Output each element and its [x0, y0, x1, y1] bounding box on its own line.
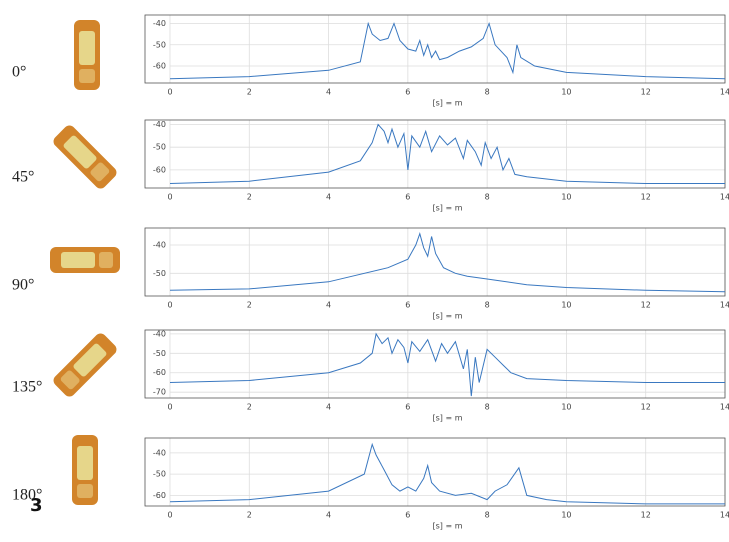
angle-label: 135°	[12, 379, 42, 396]
x-tick-label: 14	[720, 511, 729, 520]
x-tick-label: 4	[326, 193, 331, 202]
car-icons	[50, 20, 120, 505]
x-axis-label: [s] = m	[433, 312, 463, 321]
x-tick-label: 10	[561, 403, 571, 412]
x-tick-label: 2	[247, 301, 252, 310]
x-tick-label: 0	[167, 88, 172, 97]
x-tick-label: 10	[561, 88, 571, 97]
x-tick-label: 6	[405, 511, 410, 520]
x-tick-label: 12	[641, 88, 651, 97]
y-tick-label: -50	[153, 470, 166, 479]
x-tick-label: 0	[167, 403, 172, 412]
x-tick-label: 14	[720, 301, 729, 310]
data-line	[170, 334, 725, 396]
x-tick-label: 4	[326, 511, 331, 520]
y-tick-label: -40	[153, 329, 166, 338]
plot-frame	[145, 228, 725, 296]
x-tick-label: 2	[247, 511, 252, 520]
angle-label: 180°	[12, 487, 42, 504]
car-icon	[72, 435, 98, 505]
x-tick-label: 12	[641, 301, 651, 310]
car-icon	[51, 331, 119, 399]
y-tick-label: -40	[153, 448, 166, 457]
x-tick-label: 14	[720, 403, 729, 412]
data-line	[170, 24, 725, 79]
x-tick-label: 10	[561, 511, 571, 520]
x-tick-label: 6	[405, 88, 410, 97]
plot-frame	[145, 120, 725, 188]
plot-frame	[145, 330, 725, 398]
y-tick-label: -60	[153, 491, 166, 500]
x-tick-label: 8	[485, 193, 490, 202]
x-tick-label: 0	[167, 193, 172, 202]
y-tick-label: -40	[153, 241, 166, 250]
x-tick-label: 4	[326, 403, 331, 412]
x-tick-label: 8	[485, 511, 490, 520]
data-line	[170, 234, 725, 292]
car-icon	[51, 123, 119, 191]
x-axis-label: [s] = m	[433, 99, 463, 108]
figure: 3 0°02468101214-40-50-60[s] = m45°024681…	[0, 0, 729, 542]
x-tick-label: 4	[326, 301, 331, 310]
plot-frame	[145, 438, 725, 506]
plot-frame	[145, 15, 725, 83]
x-tick-label: 12	[641, 193, 651, 202]
x-axis-label: [s] = m	[433, 204, 463, 213]
x-tick-label: 4	[326, 88, 331, 97]
y-tick-label: -50	[153, 269, 166, 278]
y-tick-label: -50	[153, 349, 166, 358]
x-tick-label: 12	[641, 511, 651, 520]
x-axis-label: [s] = m	[433, 522, 463, 531]
y-tick-label: -50	[153, 143, 166, 152]
car-icon	[50, 247, 120, 273]
x-tick-label: 10	[561, 193, 571, 202]
data-line	[170, 125, 725, 184]
x-tick-label: 0	[167, 511, 172, 520]
car-icon	[74, 20, 100, 90]
x-tick-label: 14	[720, 88, 729, 97]
y-tick-label: -40	[153, 19, 166, 28]
y-tick-label: -60	[153, 62, 166, 71]
x-axis-label: [s] = m	[433, 414, 463, 423]
x-tick-label: 14	[720, 193, 729, 202]
angle-label: 45°	[12, 169, 34, 186]
x-tick-label: 2	[247, 403, 252, 412]
angle-label: 0°	[12, 64, 26, 81]
x-tick-label: 2	[247, 88, 252, 97]
x-tick-label: 6	[405, 301, 410, 310]
x-tick-label: 12	[641, 403, 651, 412]
y-tick-label: -50	[153, 40, 166, 49]
angle-label: 90°	[12, 277, 34, 294]
y-tick-label: -40	[153, 120, 166, 129]
x-tick-label: 10	[561, 301, 571, 310]
x-tick-label: 8	[485, 301, 490, 310]
x-tick-label: 8	[485, 88, 490, 97]
x-tick-label: 2	[247, 193, 252, 202]
x-tick-label: 0	[167, 301, 172, 310]
y-tick-label: -60	[153, 368, 166, 377]
y-tick-label: -70	[153, 388, 166, 397]
x-tick-label: 6	[405, 403, 410, 412]
x-tick-label: 6	[405, 193, 410, 202]
x-tick-label: 8	[485, 403, 490, 412]
y-tick-label: -60	[153, 165, 166, 174]
